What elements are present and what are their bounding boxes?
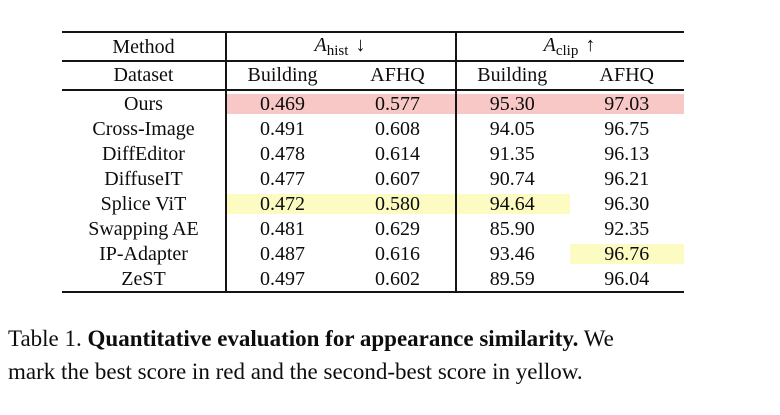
value-cell: 90.74: [489, 167, 535, 190]
method-cell: Cross-Image: [92, 117, 195, 140]
method-cell: ZeST: [121, 267, 166, 290]
value-cell: 0.497: [260, 267, 305, 290]
value-cell: 96.04: [604, 267, 650, 290]
method-cell: Ours: [124, 92, 163, 115]
value-cell: 0.478: [260, 142, 305, 165]
metric-hist-header: Ahist ↓: [225, 35, 455, 59]
table-row: IP-Adapter 0.487 0.616 93.46 96.76: [62, 241, 684, 266]
metric-subscript: clip: [555, 42, 579, 59]
value-cell: 0.616: [375, 242, 420, 265]
subcolumn-header: AFHQ: [370, 64, 425, 86]
method-header: Method: [112, 35, 175, 58]
value-cell: 96.21: [604, 167, 650, 190]
value-cell: 85.90: [489, 217, 535, 240]
horizontal-rule: [62, 88, 684, 91]
value-cell: 96.75: [604, 117, 650, 140]
value-cell: 0.491: [260, 117, 305, 140]
table-row: Ours 0.469 0.577 95.30 97.03: [62, 91, 684, 116]
table-header-datasets: Dataset Building AFHQ Building AFHQ: [62, 62, 684, 89]
arrow-down-icon: ↓: [355, 33, 366, 56]
metric-clip-header: Aclip ↑: [455, 35, 684, 59]
method-cell: DiffuseIT: [104, 167, 183, 190]
table-row: DiffuseIT 0.477 0.607 90.74 96.21: [62, 166, 684, 191]
value-cell: 96.76: [569, 243, 684, 264]
value-cell: 0.580: [340, 193, 455, 214]
table-body: Ours 0.469 0.577 95.30 97.03 Cross-Image…: [62, 91, 684, 291]
value-cell: 96.30: [604, 192, 650, 215]
value-cell: 0.481: [260, 217, 305, 240]
vertical-rule: [455, 33, 457, 291]
vertical-rule: [225, 33, 227, 291]
table-row: ZeST 0.497 0.602 89.59 96.04: [62, 266, 684, 291]
caption-line-1: Table 1. Quantitative evaluation for app…: [8, 322, 776, 355]
value-cell: 0.487: [260, 242, 305, 265]
metric-subscript: hist: [326, 42, 349, 59]
table-row: Cross-Image 0.491 0.608 94.05 96.75: [62, 116, 684, 141]
subcolumn-header: Building: [477, 64, 548, 86]
caption-suffix: We: [578, 326, 614, 351]
value-cell: 0.629: [375, 217, 420, 240]
value-cell: 95.30: [455, 93, 570, 114]
table-caption: Table 1. Quantitative evaluation for app…: [8, 322, 776, 388]
value-cell: 0.602: [375, 267, 420, 290]
dataset-header: Dataset: [113, 64, 174, 86]
method-cell: Splice ViT: [100, 192, 187, 215]
table-row: DiffEditor 0.478 0.614 91.35 96.13: [62, 141, 684, 166]
value-cell: 93.46: [489, 242, 535, 265]
arrow-up-icon: ↑: [585, 33, 596, 56]
table-header-groups: Method Ahist ↓ Aclip ↑: [62, 33, 684, 60]
subcolumn-header: Building: [247, 64, 318, 86]
value-cell: 0.577: [340, 93, 455, 114]
value-cell: 0.608: [375, 117, 420, 140]
value-cell: 89.59: [489, 267, 535, 290]
method-cell: Swapping AE: [88, 217, 199, 240]
caption-bold: Quantitative evaluation for appearance s…: [87, 326, 579, 351]
value-cell: 92.35: [604, 217, 650, 240]
value-cell: 94.64: [455, 193, 570, 214]
caption-line-2: mark the best score in red and the secon…: [8, 359, 583, 384]
table-row: Swapping AE 0.481 0.629 85.90 92.35: [62, 216, 684, 241]
value-cell: 0.477: [260, 167, 305, 190]
value-cell: 96.13: [604, 142, 650, 165]
caption-prefix: Table 1.: [8, 326, 88, 351]
value-cell: 94.05: [489, 117, 535, 140]
subcolumn-header: AFHQ: [599, 64, 654, 86]
metric-symbol: A: [543, 33, 556, 56]
value-cell: 0.614: [375, 142, 420, 165]
results-table: Method Ahist ↓ Aclip ↑ Dataset Building AF…: [62, 31, 684, 293]
value-cell: 91.35: [489, 142, 535, 165]
table-row: Splice ViT 0.472 0.580 94.64 96.30: [62, 191, 684, 216]
value-cell: 97.03: [569, 93, 684, 114]
horizontal-rule: [62, 60, 684, 62]
method-cell: DiffEditor: [102, 142, 185, 165]
method-cell: IP-Adapter: [99, 242, 188, 265]
value-cell: 0.607: [375, 167, 420, 190]
metric-symbol: A: [314, 33, 327, 56]
value-cell: 0.469: [225, 93, 340, 114]
value-cell: 0.472: [225, 193, 340, 214]
